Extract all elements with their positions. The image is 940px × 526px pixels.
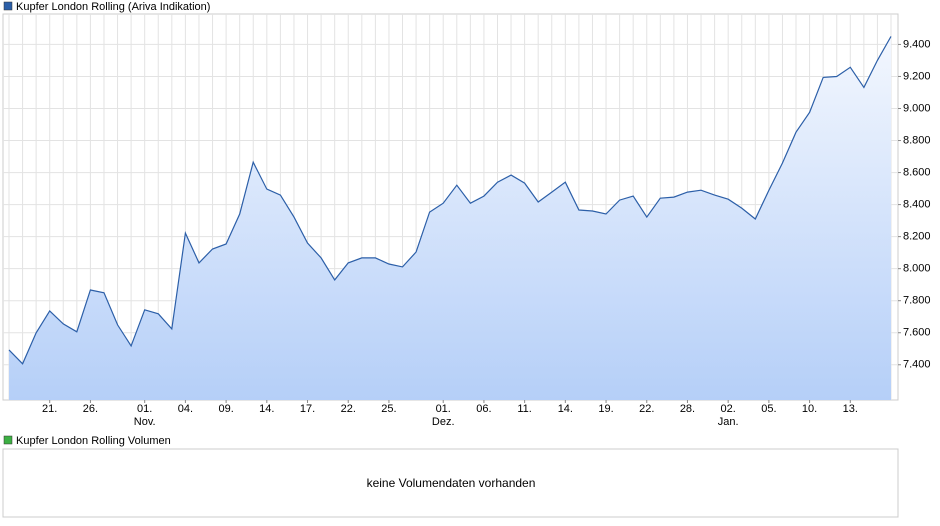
legend-swatch (3, 435, 13, 445)
legend-swatch (3, 1, 13, 11)
y-tick-label: 8.400 (903, 199, 931, 211)
x-tick-label: 13. (843, 403, 858, 415)
y-tick-label: 8.600 (903, 166, 931, 178)
y-tick-label: 7.800 (903, 295, 931, 307)
x-tick-label: 25. (381, 403, 396, 415)
volume-message: keine Volumendaten vorhanden (367, 476, 536, 490)
y-tick-label: 7.600 (903, 327, 931, 339)
x-month-label: Jan. (718, 416, 739, 428)
x-tick-label: 05. (761, 403, 776, 415)
y-tick-label: 8.200 (903, 231, 931, 243)
x-tick-label: 19. (598, 403, 613, 415)
x-tick-label: 01. (436, 403, 451, 415)
legend-label: Kupfer London Rolling Volumen (16, 435, 171, 447)
x-month-label: Dez. (432, 416, 455, 428)
volume-panel (2, 448, 899, 518)
x-tick-label: 04. (178, 403, 193, 415)
x-tick-label: 06. (476, 403, 491, 415)
x-tick-label: 14. (558, 403, 573, 415)
x-tick-label: 02. (721, 403, 736, 415)
legend-label: Kupfer London Rolling (Ariva Indikation) (16, 1, 210, 13)
x-tick-label: 26. (83, 403, 98, 415)
x-tick-label: 14. (259, 403, 274, 415)
x-tick-label: 01. (137, 403, 152, 415)
x-tick-label: 22. (341, 403, 356, 415)
y-tick-label: 9.200 (903, 70, 931, 82)
y-tick-label: 7.400 (903, 359, 931, 371)
y-tick-label: 9.000 (903, 102, 931, 114)
x-tick-label: 17. (300, 403, 315, 415)
y-tick-label: 8.800 (903, 134, 931, 146)
line (8, 36, 892, 365)
y-tick-label: 8.000 (903, 263, 931, 275)
x-tick-label: 28. (680, 403, 695, 415)
x-tick-label: 11. (517, 403, 531, 415)
x-tick-label: 21. (42, 403, 57, 415)
y-tick-label: 9.400 (903, 38, 931, 50)
x-tick-label: 22. (639, 403, 654, 415)
x-tick-label: 09. (218, 403, 233, 415)
area (9, 36, 891, 401)
x-month-label: Nov. (134, 416, 156, 428)
x-tick-label: 10. (802, 403, 817, 415)
